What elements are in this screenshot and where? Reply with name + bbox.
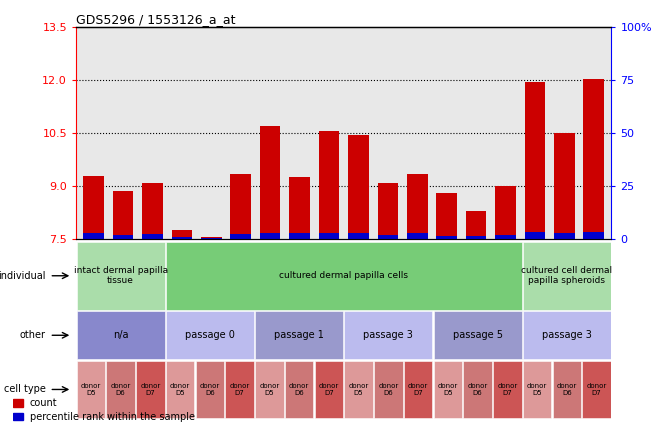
Bar [319,132,339,239]
Bar [554,233,574,239]
Bar [13,413,23,420]
Bar [525,82,545,239]
Bar [166,361,194,418]
Bar [319,233,339,239]
Bar [523,361,551,418]
Text: donor
D7: donor D7 [319,383,339,396]
Bar [525,232,545,239]
Bar [255,361,284,418]
Bar [377,235,398,239]
Bar [344,311,432,359]
Text: donor
D6: donor D6 [557,383,577,396]
Bar [495,236,516,239]
Bar [493,361,522,418]
Bar [142,183,163,239]
Bar [113,192,134,239]
Bar [172,237,192,239]
Bar [201,238,221,239]
Bar [77,311,165,359]
Bar [225,361,254,418]
Text: passage 1: passage 1 [274,330,324,340]
Bar [290,233,310,239]
Text: other: other [20,330,46,340]
Bar [77,242,165,310]
Bar [407,174,428,239]
Bar [554,133,574,239]
Text: GDS5296 / 1553126_a_at: GDS5296 / 1553126_a_at [76,14,235,26]
Bar [166,311,254,359]
Bar [136,361,165,418]
Bar [407,233,428,239]
Bar [13,399,23,407]
Text: donor
D7: donor D7 [586,383,607,396]
Bar [436,236,457,239]
Bar [434,311,522,359]
Bar [584,79,604,239]
Bar [466,236,486,239]
Bar [106,361,135,418]
Bar [348,135,369,239]
Text: cultured dermal papilla cells: cultured dermal papilla cells [279,271,408,280]
Text: donor
D5: donor D5 [170,383,190,396]
Text: donor
D7: donor D7 [229,383,250,396]
Bar [113,235,134,239]
Bar [285,361,313,418]
Text: donor
D6: donor D6 [110,383,131,396]
Text: passage 0: passage 0 [185,330,235,340]
Text: donor
D6: donor D6 [467,383,488,396]
Bar [166,242,522,310]
Bar [196,361,224,418]
Bar [584,232,604,239]
Bar [260,126,280,239]
Bar [231,233,251,239]
Text: count: count [30,398,58,408]
Text: donor
D7: donor D7 [140,383,161,396]
Text: donor
D6: donor D6 [200,383,220,396]
Bar [404,361,432,418]
Bar [523,311,611,359]
Text: passage 3: passage 3 [364,330,413,340]
Text: donor
D5: donor D5 [438,383,458,396]
Text: donor
D6: donor D6 [289,383,309,396]
Bar [348,233,369,239]
Bar [315,361,343,418]
Bar [377,183,398,239]
Bar [255,311,343,359]
Bar [374,361,403,418]
Bar [83,176,104,239]
Bar [463,361,492,418]
Bar [344,361,373,418]
Bar [260,233,280,239]
Bar [436,193,457,239]
Text: cultured cell dermal
papilla spheroids: cultured cell dermal papilla spheroids [522,266,612,286]
Bar [142,233,163,239]
Text: donor
D5: donor D5 [527,383,547,396]
Bar [290,177,310,239]
Bar [77,361,105,418]
Text: donor
D5: donor D5 [81,383,101,396]
Text: n/a: n/a [113,330,128,340]
Text: cell type: cell type [4,385,46,395]
Text: donor
D7: donor D7 [408,383,428,396]
Text: donor
D5: donor D5 [259,383,280,396]
Bar [201,237,221,239]
Bar [231,174,251,239]
Text: percentile rank within the sample: percentile rank within the sample [30,412,195,422]
Text: intact dermal papilla
tissue: intact dermal papilla tissue [73,266,168,286]
Text: donor
D5: donor D5 [348,383,369,396]
Text: donor
D7: donor D7 [497,383,518,396]
Bar [553,361,581,418]
Text: individual: individual [0,271,46,281]
Bar [434,361,462,418]
Bar [495,186,516,239]
Bar [83,233,104,239]
Text: passage 5: passage 5 [453,330,502,340]
Text: donor
D6: donor D6 [378,383,399,396]
Bar [523,242,611,310]
Bar [582,361,611,418]
Bar [172,230,192,239]
Bar [466,211,486,239]
Text: passage 3: passage 3 [542,330,592,340]
